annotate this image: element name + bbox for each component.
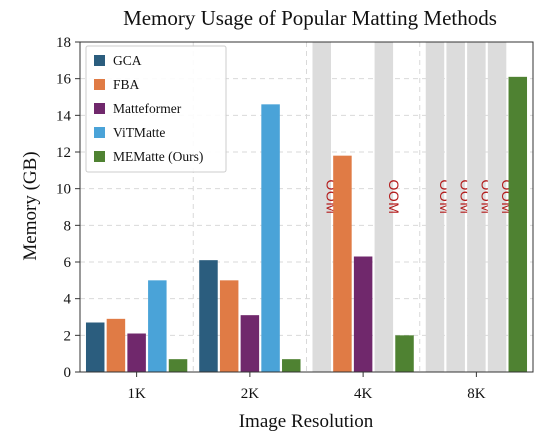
oom-bar <box>467 42 486 372</box>
bar-fba-2k <box>219 280 239 372</box>
bar-vitmatte-2k <box>261 104 280 372</box>
plot-border <box>79 41 534 373</box>
y-tick-label: 8 <box>64 218 72 234</box>
legend-label: MEMatte (Ours) <box>113 149 203 164</box>
plot-frame <box>79 41 534 373</box>
legend-box <box>85 45 227 173</box>
x-tick-label: 8K <box>467 386 486 402</box>
bar-mematte-ours-2k <box>282 359 301 372</box>
y-tick-label: 2 <box>64 328 72 344</box>
bar-gca-1k <box>85 322 105 372</box>
y-tick-label: 10 <box>56 182 71 198</box>
bar-mematte-ours-4k <box>395 335 414 372</box>
legend-swatch <box>94 151 105 162</box>
bar-fba-4k <box>333 155 352 372</box>
y-tick-label: 4 <box>64 292 72 308</box>
legend-label: Matteformer <box>113 101 182 116</box>
legend-swatch <box>94 103 105 114</box>
legend: GCA FBA Matteformer ViTMatte MEMatte (Ours) <box>85 45 227 173</box>
x-axis-label: Image Resolution <box>239 411 374 432</box>
bar-vitmatte-1k <box>148 280 167 372</box>
y-axis-label: Memory (GB) <box>20 151 41 260</box>
oom-bar <box>374 42 394 372</box>
y-tick-label: 6 <box>64 255 72 271</box>
x-axis-ticks: 1K 2K 4K 8K <box>127 372 486 402</box>
legend-swatch <box>94 55 105 66</box>
bar-gca-2k <box>199 260 218 372</box>
legend-swatch <box>94 79 105 90</box>
bars-group: OOM OOM OOM OOM OOM OOM <box>85 42 528 372</box>
y-tick-label: 14 <box>56 108 72 124</box>
y-tick-label: 0 <box>64 365 72 381</box>
oom-bar <box>425 42 445 372</box>
bar-matteformer-1k <box>127 333 146 372</box>
x-tick-label: 4K <box>354 386 373 402</box>
oom-label: OOM <box>386 180 402 215</box>
oom-bar <box>312 42 331 372</box>
legend-label: ViTMatte <box>113 125 165 140</box>
y-axis-ticks: 0 2 4 6 8 10 12 14 16 18 <box>56 35 80 381</box>
chart-title: Memory Usage of Popular Matting Methods <box>123 6 497 30</box>
legend-label: GCA <box>113 53 142 68</box>
y-tick-label: 16 <box>56 72 72 88</box>
bar-fba-1k <box>106 318 126 372</box>
x-tick-label: 2K <box>241 386 260 402</box>
bar-mematte-ours-1k <box>168 359 188 372</box>
legend-swatch <box>94 127 105 138</box>
bar-matteformer-4k <box>353 256 373 372</box>
y-tick-label: 12 <box>56 145 71 161</box>
x-tick-label: 1K <box>127 386 146 402</box>
oom-bar <box>446 42 465 372</box>
bar-mematte-ours-8k <box>508 76 528 372</box>
bar-matteformer-2k <box>240 315 260 372</box>
y-tick-label: 18 <box>56 35 71 51</box>
oom-bar <box>487 42 507 372</box>
legend-label: FBA <box>113 77 140 92</box>
